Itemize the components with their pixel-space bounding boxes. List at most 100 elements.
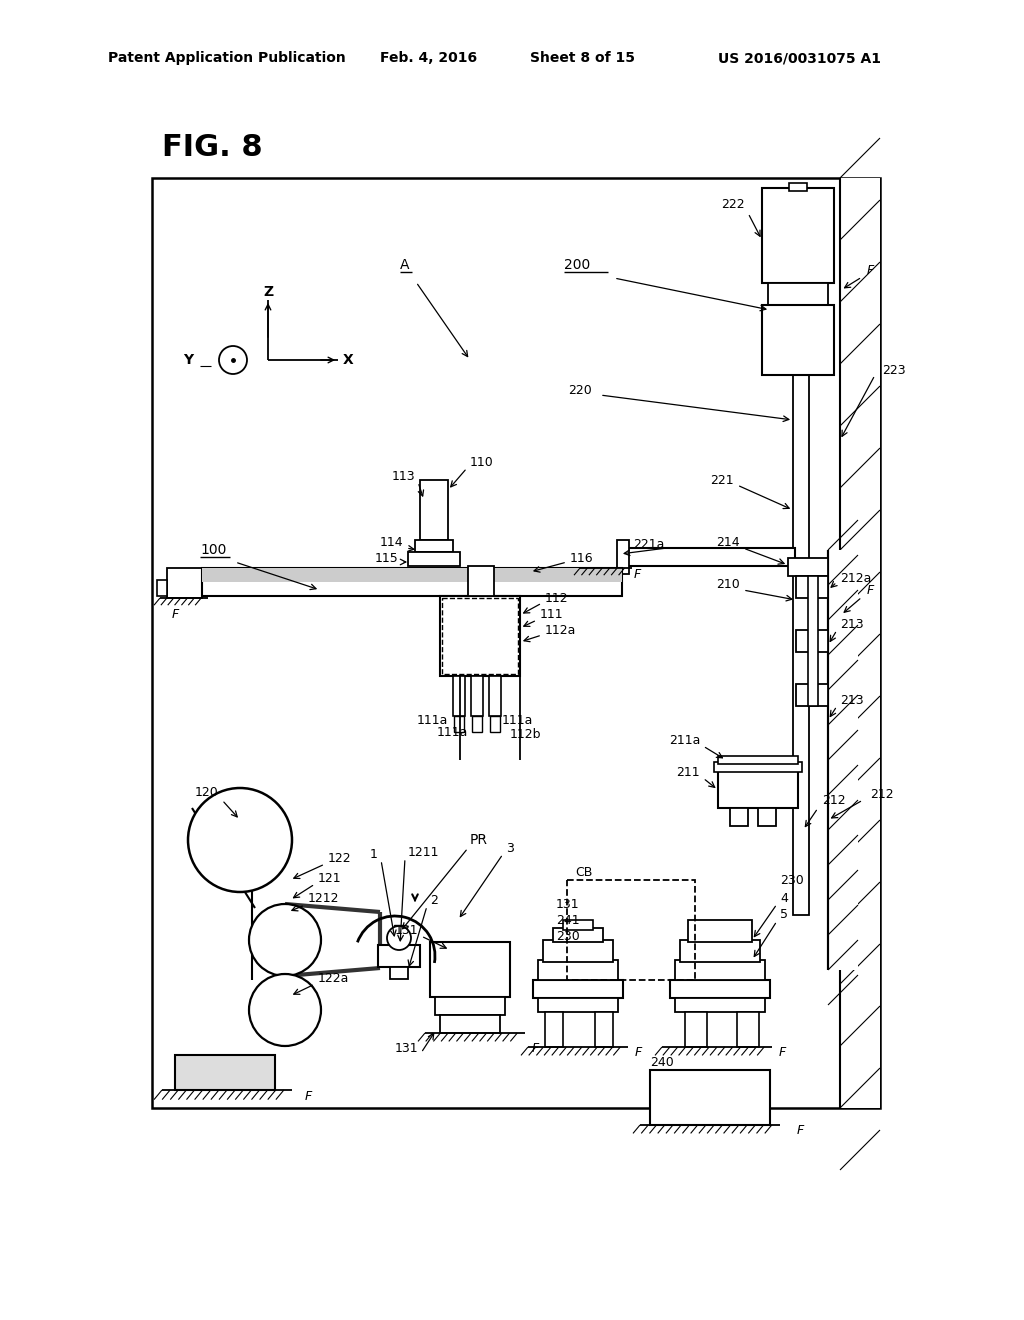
- Bar: [793, 215, 809, 915]
- Bar: [796, 684, 828, 706]
- Text: F: F: [304, 1089, 311, 1102]
- Bar: [685, 1012, 707, 1047]
- Text: 116: 116: [570, 552, 594, 565]
- Text: 213: 213: [840, 619, 863, 631]
- Circle shape: [387, 927, 411, 950]
- Text: 121: 121: [318, 871, 342, 884]
- Bar: [675, 998, 765, 1012]
- Text: 221a: 221a: [633, 539, 664, 552]
- Bar: [790, 183, 807, 191]
- Text: 210: 210: [716, 578, 740, 591]
- Bar: [152, 178, 880, 1107]
- Text: 220: 220: [568, 384, 592, 396]
- Bar: [595, 1012, 613, 1047]
- Bar: [688, 920, 752, 942]
- Text: 111a: 111a: [502, 714, 534, 726]
- Text: 120: 120: [195, 785, 218, 799]
- Bar: [408, 552, 460, 566]
- Text: 111: 111: [540, 609, 563, 622]
- Text: 241: 241: [556, 913, 580, 927]
- Bar: [680, 940, 760, 962]
- Text: A: A: [400, 257, 410, 272]
- Text: 213: 213: [840, 693, 863, 706]
- Bar: [175, 1055, 275, 1090]
- Text: F: F: [797, 1123, 804, 1137]
- Bar: [563, 920, 593, 931]
- Bar: [796, 630, 828, 652]
- Bar: [768, 282, 828, 305]
- Text: 5: 5: [780, 908, 788, 921]
- Text: 112a: 112a: [545, 623, 577, 636]
- Bar: [620, 548, 795, 566]
- Text: F: F: [778, 1047, 785, 1060]
- Bar: [415, 540, 453, 552]
- Text: 4: 4: [780, 891, 787, 904]
- Text: 223: 223: [882, 363, 905, 376]
- Bar: [567, 880, 695, 979]
- Text: 1: 1: [370, 849, 378, 862]
- Bar: [543, 940, 613, 962]
- Bar: [730, 808, 748, 826]
- Text: Patent Application Publication: Patent Application Publication: [108, 51, 346, 65]
- Bar: [737, 1012, 759, 1047]
- Text: X: X: [343, 352, 353, 367]
- Bar: [808, 576, 818, 706]
- Bar: [202, 568, 622, 597]
- Text: Y: Y: [183, 352, 194, 367]
- Bar: [420, 480, 449, 540]
- Text: 131: 131: [394, 1041, 418, 1055]
- Bar: [442, 598, 518, 675]
- Text: 1212: 1212: [308, 891, 340, 904]
- Bar: [828, 550, 858, 970]
- Text: 115: 115: [374, 552, 398, 565]
- Bar: [489, 676, 501, 715]
- Bar: [758, 808, 776, 826]
- Text: 131: 131: [394, 924, 418, 936]
- Text: 112: 112: [545, 591, 568, 605]
- Text: F: F: [171, 607, 178, 620]
- Text: 100: 100: [200, 543, 226, 557]
- Bar: [167, 568, 202, 598]
- Text: 122a: 122a: [318, 972, 349, 985]
- Bar: [675, 960, 765, 979]
- Text: F: F: [531, 1041, 539, 1055]
- Bar: [762, 305, 834, 375]
- Text: 111a: 111a: [417, 714, 449, 726]
- Bar: [538, 998, 618, 1012]
- Text: Z: Z: [263, 285, 273, 300]
- Bar: [468, 566, 494, 597]
- Bar: [796, 576, 828, 598]
- Bar: [430, 942, 510, 997]
- Text: 230: 230: [780, 874, 804, 887]
- Bar: [538, 960, 618, 979]
- Bar: [454, 715, 464, 733]
- Text: F: F: [634, 569, 641, 582]
- Bar: [440, 597, 520, 676]
- Text: 200: 200: [564, 257, 590, 272]
- Bar: [718, 756, 798, 764]
- Text: 211: 211: [677, 766, 700, 779]
- Bar: [718, 770, 798, 808]
- Bar: [157, 579, 167, 597]
- Text: PR: PR: [470, 833, 488, 847]
- Bar: [670, 979, 770, 998]
- Bar: [545, 1012, 563, 1047]
- Text: 110: 110: [470, 457, 494, 470]
- Text: 240: 240: [650, 1056, 674, 1068]
- Text: 211a: 211a: [669, 734, 700, 747]
- Circle shape: [219, 346, 247, 374]
- Text: CB: CB: [575, 866, 592, 879]
- Bar: [453, 676, 465, 715]
- Bar: [762, 187, 834, 282]
- Text: Feb. 4, 2016: Feb. 4, 2016: [380, 51, 477, 65]
- Text: 113: 113: [391, 470, 415, 483]
- Text: F: F: [866, 264, 873, 276]
- Bar: [617, 540, 629, 574]
- Bar: [650, 1071, 770, 1125]
- Text: 212: 212: [870, 788, 894, 801]
- Text: 221: 221: [711, 474, 734, 487]
- Text: US 2016/0031075 A1: US 2016/0031075 A1: [718, 51, 881, 65]
- Text: 131: 131: [556, 899, 580, 912]
- Bar: [471, 676, 483, 715]
- Bar: [378, 945, 420, 968]
